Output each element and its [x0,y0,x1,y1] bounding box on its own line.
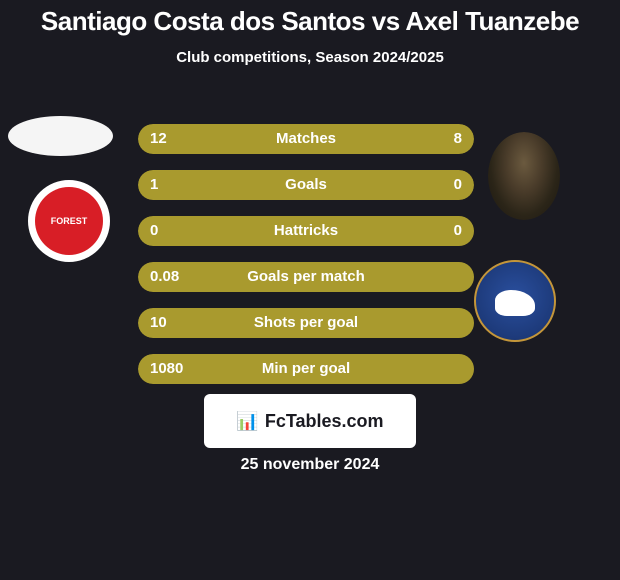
stat-value-left: 10 [150,308,167,338]
stat-label: Goals per match [138,262,474,292]
comparison-card: Santiago Costa dos Santos vs Axel Tuanze… [0,0,620,580]
stat-value-left: 1080 [150,354,183,384]
stat-value-right: 0 [454,170,462,200]
stat-label: Hattricks [138,216,474,246]
stat-row: Goals1 0 [138,170,474,200]
club-right-logo [474,260,556,342]
stat-label: Goals [138,170,474,200]
stat-label: Min per goal [138,354,474,384]
stat-value-left: 0 [150,216,158,246]
stat-value-right: 8 [454,124,462,154]
stat-label: Matches [138,124,474,154]
stat-label: Shots per goal [138,308,474,338]
stat-row: Min per goal1080 [138,354,474,384]
stat-value-left: 0.08 [150,262,179,292]
subtitle: Club competitions, Season 2024/2025 [0,49,620,66]
club-left-logo: FOREST [28,180,110,262]
stat-row: Goals per match0.08 [138,262,474,292]
footer-brand-text: FcTables.com [265,411,384,432]
chart-icon: 📊 [236,411,258,432]
stat-value-left: 1 [150,170,158,200]
stat-row: Shots per goal10 [138,308,474,338]
stat-value-right: 0 [454,216,462,246]
date-text: 25 november 2024 [0,456,620,474]
stat-row: Matches12 8 [138,124,474,154]
page-title: Santiago Costa dos Santos vs Axel Tuanze… [0,0,620,37]
club-right-horse-icon [495,290,535,316]
club-left-badge-icon: FOREST [35,187,103,255]
player-right-face-icon [488,132,560,220]
stat-row: Hattricks0 0 [138,216,474,246]
player-left-avatar [8,116,113,156]
player-right-avatar [488,132,560,220]
stat-value-left: 12 [150,124,167,154]
stats-block: Matches128Goals10Hattricks00Goals per ma… [138,124,474,400]
footer-brand-badge[interactable]: 📊 FcTables.com [204,394,416,448]
